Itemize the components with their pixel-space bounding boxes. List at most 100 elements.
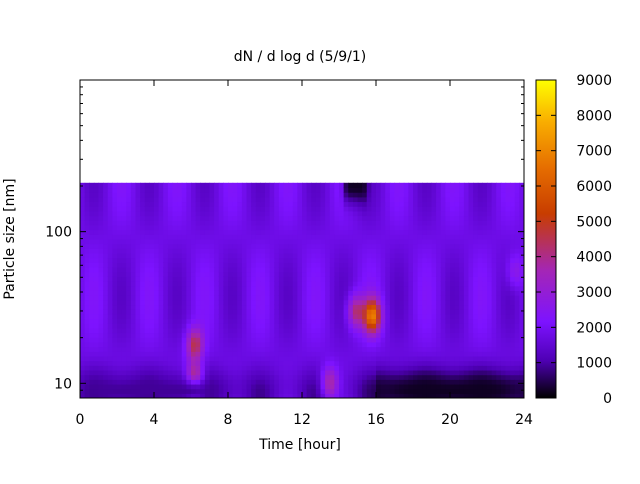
heatmap-cell xyxy=(362,206,368,212)
heatmap-cell xyxy=(431,393,437,398)
heatmap-cell xyxy=(357,243,363,249)
heatmap-cell xyxy=(426,276,433,282)
heatmap-cell xyxy=(371,360,377,366)
heatmap-cell xyxy=(117,337,123,343)
heatmap-cell xyxy=(172,383,178,390)
heatmap-cell xyxy=(237,323,243,329)
heatmap-cell xyxy=(195,369,201,376)
heatmap-cell xyxy=(117,379,123,385)
heatmap-cell xyxy=(329,374,335,380)
heatmap-cell xyxy=(126,248,132,254)
heatmap-cell xyxy=(107,323,113,329)
heatmap-cell xyxy=(450,360,456,366)
heatmap-cell xyxy=(352,388,359,394)
heatmap-cell xyxy=(339,182,345,189)
heatmap-cell xyxy=(431,243,437,249)
heatmap-cell xyxy=(366,341,372,348)
heatmap-cell xyxy=(130,309,137,315)
heatmap-cell xyxy=(288,290,294,296)
heatmap-cell xyxy=(80,238,86,245)
heatmap-cell xyxy=(265,252,271,259)
heatmap-cell xyxy=(98,276,104,282)
heatmap-cell xyxy=(80,210,86,217)
heatmap-cell xyxy=(292,234,298,240)
heatmap-cell xyxy=(371,252,377,259)
heatmap-cell xyxy=(440,290,446,296)
heatmap-cell xyxy=(376,210,382,217)
heatmap-cell xyxy=(366,182,372,189)
heatmap-cell xyxy=(343,238,349,245)
heatmap-cell xyxy=(519,215,524,221)
heatmap-cell xyxy=(154,243,160,249)
heatmap-cell xyxy=(422,271,428,277)
heatmap-cell xyxy=(320,271,326,277)
heatmap-cell xyxy=(228,257,234,263)
heatmap-cell xyxy=(121,379,127,385)
heatmap-cell xyxy=(158,267,164,273)
heatmap-cell xyxy=(325,393,331,398)
heatmap-cell xyxy=(408,196,414,203)
heatmap-cell xyxy=(505,295,511,301)
heatmap-cell xyxy=(431,323,437,329)
heatmap-cell xyxy=(311,206,317,212)
heatmap-cell xyxy=(408,360,414,366)
heatmap-cell xyxy=(463,281,470,287)
heatmap-cell xyxy=(140,201,146,207)
heatmap-cell xyxy=(140,248,146,254)
heatmap-cell xyxy=(422,309,428,315)
heatmap-cell xyxy=(315,332,322,338)
heatmap-cell xyxy=(255,379,261,385)
heatmap-cell xyxy=(112,327,118,334)
heatmap-cell xyxy=(126,210,132,217)
heatmap-cell xyxy=(371,267,377,273)
heatmap-cell xyxy=(385,285,391,291)
heatmap-cell xyxy=(89,257,95,263)
heatmap-cell xyxy=(496,243,502,249)
heatmap-cell xyxy=(348,285,354,291)
heatmap-cell xyxy=(107,295,113,301)
heatmap-cell xyxy=(237,337,243,343)
heatmap-cell xyxy=(288,206,294,212)
heatmap-cell xyxy=(149,285,155,291)
heatmap-cell xyxy=(496,206,502,212)
heatmap-cell xyxy=(195,257,201,263)
heatmap-cell xyxy=(135,318,141,324)
heatmap-cell xyxy=(468,299,474,306)
heatmap-cell xyxy=(329,248,335,254)
heatmap-cell xyxy=(371,299,377,306)
heatmap-cell xyxy=(514,220,520,226)
heatmap-cell xyxy=(306,341,312,348)
heatmap-cell xyxy=(426,295,433,301)
heatmap-cell xyxy=(394,281,400,287)
heatmap-cell xyxy=(167,290,174,296)
heatmap-cell xyxy=(348,281,354,287)
heatmap-cell xyxy=(204,374,211,380)
heatmap-cell xyxy=(315,323,322,329)
heatmap-cell xyxy=(80,234,86,240)
heatmap-cell xyxy=(371,281,377,287)
heatmap-cell xyxy=(362,304,368,310)
heatmap-cell xyxy=(167,304,174,310)
heatmap-cell xyxy=(422,224,428,231)
heatmap-cell xyxy=(445,257,451,263)
heatmap-cell xyxy=(255,351,261,357)
heatmap-cell xyxy=(278,388,285,394)
heatmap-cell xyxy=(209,323,215,329)
heatmap-cell xyxy=(514,323,520,329)
heatmap-cell xyxy=(468,313,474,320)
heatmap-cell xyxy=(269,271,275,277)
heatmap-cell xyxy=(297,355,303,362)
heatmap-cell xyxy=(228,276,234,282)
heatmap-cell xyxy=(380,257,386,263)
heatmap-cell xyxy=(399,252,405,259)
heatmap-cell xyxy=(408,271,414,277)
heatmap-cell xyxy=(463,276,470,282)
heatmap-cell xyxy=(181,393,187,398)
heatmap-cell xyxy=(80,299,86,306)
heatmap-cell xyxy=(339,229,345,235)
heatmap-cell xyxy=(440,196,446,203)
heatmap-cell xyxy=(473,238,479,245)
heatmap-cell xyxy=(491,341,497,348)
heatmap-cell xyxy=(154,248,160,254)
heatmap-cell xyxy=(343,206,349,212)
